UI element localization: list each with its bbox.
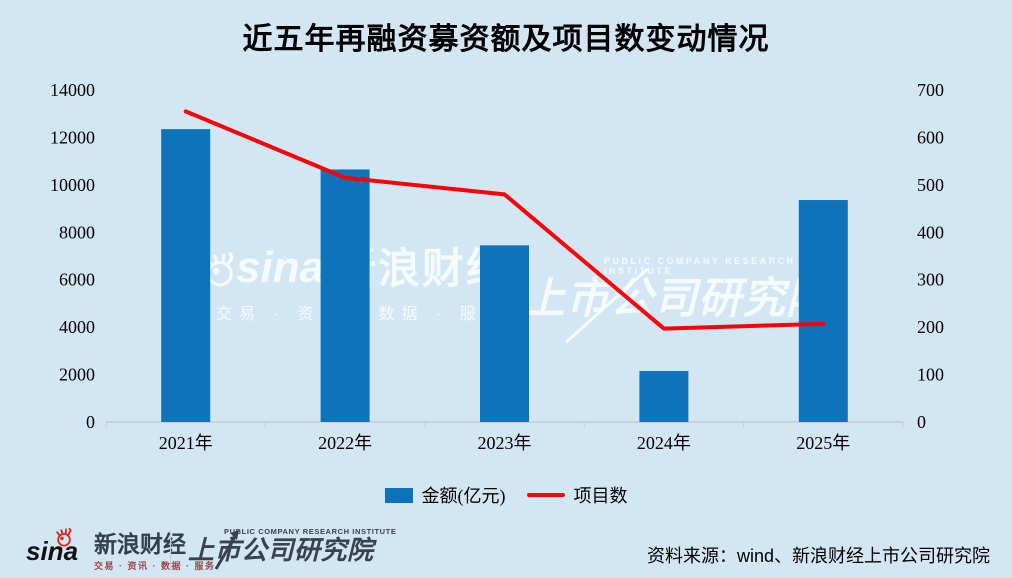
watermark-sina-brand: sina	[236, 243, 325, 292]
sina-eye-icon	[56, 527, 72, 547]
x-axis-category-label: 2024年	[637, 433, 691, 453]
label-layer: 2021年 2022年 2023年 2024年 2025年	[159, 433, 851, 453]
y-axis-left-tick-label: 2000	[59, 365, 95, 385]
y-axis-left-tick-label: 14000	[50, 80, 95, 100]
y-axis-right-tick-label: 0	[917, 412, 926, 432]
chart-title: 近五年再融资募资额及项目数变动情况	[242, 23, 770, 56]
legend-bar-swatch	[384, 487, 413, 503]
y-axis-right-tick-label: 600	[917, 127, 944, 147]
sina-tagline: 交易 · 资讯 · 数据 · 服务	[94, 561, 216, 571]
x-axis-category-label: 2023年	[478, 433, 532, 453]
y-axis-left-tick-label: 12000	[50, 127, 95, 147]
bar-2022年	[320, 169, 370, 422]
y-axis-right-tick-label: 700	[917, 80, 944, 100]
bar-2024年	[639, 371, 689, 422]
sina-brand-text: sina	[26, 536, 79, 566]
y-axis-right-tick-label: 300	[917, 270, 944, 290]
institute-caption: PUBLIC COMPANY RESEARCH INSTITUTE	[224, 527, 397, 536]
footer-divider	[170, 530, 171, 570]
sina-wordmark: sina	[26, 526, 88, 572]
y-axis-right-tick-label: 200	[917, 317, 944, 337]
line-series	[183, 109, 826, 331]
bar-2025年	[798, 200, 848, 422]
y-axis-left-tick-label: 10000	[50, 175, 95, 195]
y-axis-left-tick-label: 0	[86, 412, 95, 432]
chart-legend: 金额(亿元) 项目数	[0, 482, 1012, 508]
y-axis-left-tick-label: 6000	[59, 270, 95, 290]
x-axis-category-label: 2021年	[159, 433, 213, 453]
x-axis-category-label: 2025年	[796, 433, 850, 453]
bar-2021年	[161, 129, 211, 422]
institute-arrow-icon	[214, 530, 239, 570]
y-axis-right-tick-label: 400	[917, 222, 944, 242]
bar-series	[161, 129, 848, 422]
y-axis-left-tick-label: 8000	[59, 222, 95, 242]
bar-2023年	[480, 245, 529, 422]
footer-institute-logo: PUBLIC COMPANY RESEARCH INSTITUTE 上市公司研究…	[188, 527, 397, 570]
chart-canvas: 0 2000 4000 6000 8000 10000 12000 14000 0 100 200 3…	[50, 80, 944, 453]
institute-name: 上市公司研究院	[188, 535, 374, 565]
data-source-text: 资料来源：wind、新浪财经上市公司研究院	[646, 546, 990, 566]
y-axis-right-tick-label: 500	[917, 175, 944, 195]
line-project-count	[183, 109, 826, 331]
footer-sina-logo: sina 新浪财经 交易 · 资讯 · 数据 · 服务	[26, 526, 216, 572]
legend-line-swatch	[526, 493, 565, 497]
y-axis-left-tick-label: 4000	[59, 317, 95, 337]
watermark-institute-name: 上市公司研究院	[522, 275, 830, 323]
watermark-institute: PUBLIC COMPANY RESEARCH INSTITUTE 上市公司研究…	[522, 256, 852, 344]
x-axis-category-label: 2022年	[318, 433, 372, 453]
y-axis-right-tick-label: 100	[917, 365, 944, 385]
legend-line-label: 项目数	[573, 486, 628, 506]
legend-bar-label: 金额(亿元)	[421, 486, 506, 506]
watermark-institute-caption: PUBLIC COMPANY RESEARCH INSTITUTE	[604, 256, 796, 276]
